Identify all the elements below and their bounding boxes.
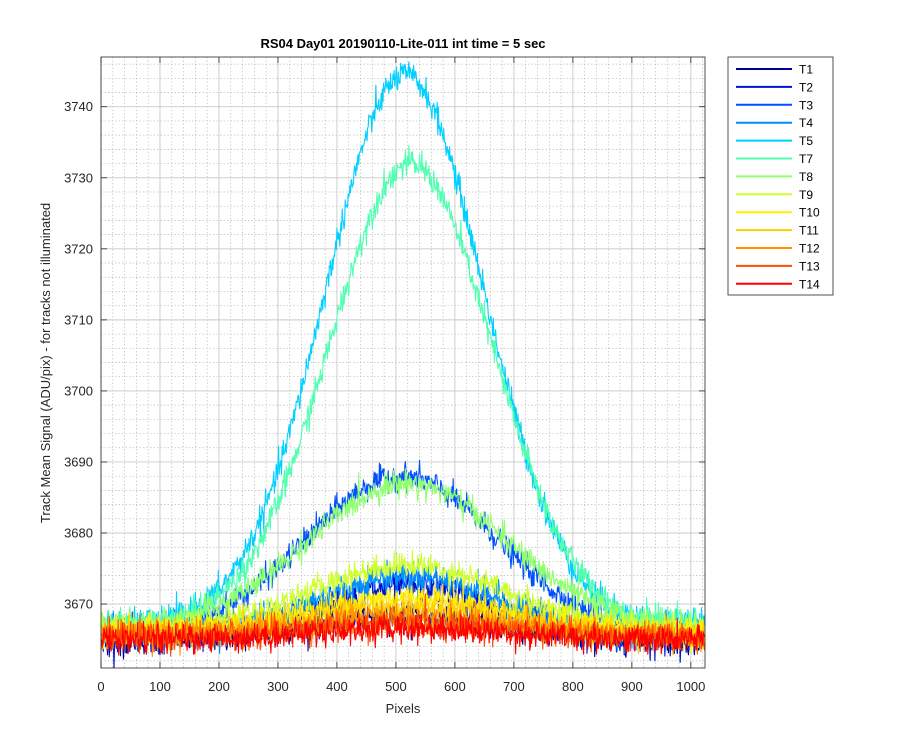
series-line-t8 bbox=[101, 467, 705, 646]
x-tick-label: 0 bbox=[97, 679, 104, 694]
x-tick-label: 1000 bbox=[676, 679, 705, 694]
legend-label: T2 bbox=[799, 80, 813, 94]
x-ticks: 0 100 200 300 400 500 600 700 800 900 1000 bbox=[97, 57, 705, 694]
y-tick-label: 3710 bbox=[64, 312, 93, 327]
legend-label: T13 bbox=[799, 259, 820, 273]
x-tick-label: 800 bbox=[562, 679, 584, 694]
legend-label: T4 bbox=[799, 116, 813, 130]
series-line-t7 bbox=[101, 144, 705, 646]
y-tick-label: 3700 bbox=[64, 383, 93, 398]
legend-label: T1 bbox=[799, 63, 813, 77]
legend-item-t10[interactable]: T10 bbox=[736, 206, 820, 220]
legend-item-t7[interactable]: T7 bbox=[736, 152, 813, 166]
y-tick-label: 3720 bbox=[64, 241, 93, 256]
legend-label: T10 bbox=[799, 206, 820, 220]
legend-item-t12[interactable]: T12 bbox=[736, 242, 820, 256]
x-tick-label: 500 bbox=[385, 679, 407, 694]
series-line-t14 bbox=[101, 610, 705, 656]
y-tick-label: 3670 bbox=[64, 597, 93, 612]
legend-label: T5 bbox=[799, 134, 813, 148]
plot-frame bbox=[100, 56, 706, 669]
legend-item-t4[interactable]: T4 bbox=[736, 116, 813, 130]
y-tick-label: 3680 bbox=[64, 526, 93, 541]
y-tick-label: 3690 bbox=[64, 454, 93, 469]
x-tick-label: 700 bbox=[503, 679, 525, 694]
legend-label: T7 bbox=[799, 152, 813, 166]
legend-item-t2[interactable]: T2 bbox=[736, 80, 813, 94]
x-tick-label: 600 bbox=[444, 679, 466, 694]
legend-label: T3 bbox=[799, 98, 813, 112]
legend-item-t1[interactable]: T1 bbox=[736, 63, 813, 77]
y-tick-label: 3730 bbox=[64, 170, 93, 185]
legend-label: T11 bbox=[799, 224, 819, 238]
chart-title: RS04 Day01 20190110-Lite-011 int time = … bbox=[260, 36, 545, 51]
legend-label: T14 bbox=[799, 277, 820, 291]
y-ticks: 3670 3680 3690 3700 3710 3720 3730 3740 bbox=[64, 99, 705, 612]
legend-item-t14[interactable]: T14 bbox=[736, 277, 820, 291]
y-axis-label: Track Mean Signal (ADU/pix) - for tracks… bbox=[38, 203, 53, 523]
legend-label: T12 bbox=[799, 242, 820, 256]
y-tick-label: 3740 bbox=[64, 99, 93, 114]
legend-label: T8 bbox=[799, 170, 813, 184]
x-tick-label: 300 bbox=[267, 679, 289, 694]
legend[interactable]: T1 T2 T3 T4 T5 T7 T8 T9 T10 T11 T12 T13 T14 bbox=[727, 56, 834, 296]
x-tick-label: 900 bbox=[621, 679, 643, 694]
x-tick-label: 100 bbox=[149, 679, 171, 694]
legend-item-t5[interactable]: T5 bbox=[736, 134, 813, 148]
x-tick-label: 400 bbox=[326, 679, 348, 694]
x-tick-label: 200 bbox=[208, 679, 230, 694]
data-lines bbox=[101, 61, 705, 668]
legend-item-t9[interactable]: T9 bbox=[736, 188, 813, 202]
legend-item-t8[interactable]: T8 bbox=[736, 170, 813, 184]
legend-item-t11[interactable]: T11 bbox=[736, 224, 819, 238]
x-axis-label: Pixels bbox=[386, 701, 421, 716]
legend-item-t13[interactable]: T13 bbox=[736, 259, 820, 273]
legend-label: T9 bbox=[799, 188, 813, 202]
legend-item-t3[interactable]: T3 bbox=[736, 98, 813, 112]
